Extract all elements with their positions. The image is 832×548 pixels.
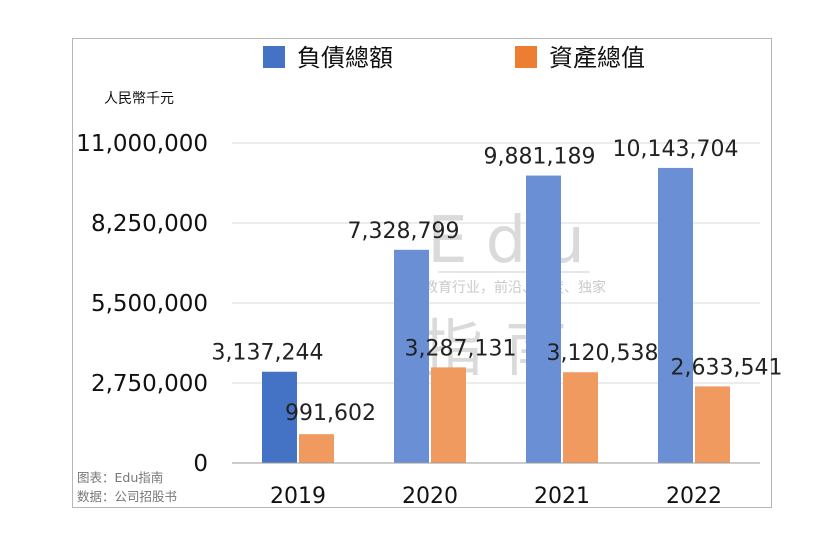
y-axis-ticks: 0 2,750,000 5,500,000 8,250,000 11,000,000 [76, 131, 208, 477]
legend-swatch-liabilities [263, 46, 285, 68]
data-label-liabilities-2020: 7,328,799 [348, 219, 460, 244]
watermark-tagline: 教育行业，前沿、深度、独家 [424, 279, 606, 296]
data-label-liabilities-2019: 3,137,244 [212, 341, 324, 366]
bar-assets-2019 [299, 434, 334, 463]
y-axis-unit: 人民幣千元 [104, 91, 174, 107]
x-tick-label-2020: 2020 [402, 484, 458, 509]
data-label-assets-2019: 991,602 [285, 401, 376, 426]
bar-liabilities-2021 [526, 175, 561, 463]
data-labels: 3,137,244 991,602 7,328,799 3,287,131 9,881,… [212, 137, 783, 426]
x-tick-label-2021: 2021 [534, 484, 590, 509]
y-tick-label: 0 [193, 451, 208, 477]
bar-liabilities-2022 [658, 167, 693, 463]
legend-swatch-assets [515, 46, 537, 68]
bar-assets-2020 [431, 367, 466, 463]
legend: 負債總額 資產總值 [263, 44, 645, 72]
credit-source-data: 数据：公司招股书 [77, 489, 177, 504]
bar-liabilities-2020 [394, 249, 429, 463]
bar-assets-2021 [563, 372, 598, 463]
bar-liabilities-2019 [262, 371, 297, 463]
chart-frame [72, 38, 772, 508]
data-label-assets-2021: 3,120,538 [547, 341, 659, 366]
bars [262, 167, 730, 463]
data-label-assets-2022: 2,633,541 [671, 355, 783, 380]
credit-source-chart: 图表：Edu指南 [77, 470, 163, 485]
data-label-liabilities-2022: 10,143,704 [613, 137, 739, 162]
bar-assets-2022 [695, 386, 730, 463]
x-tick-label-2019: 2019 [270, 484, 326, 509]
y-tick-label: 2,750,000 [91, 371, 208, 397]
legend-label-assets: 資產總值 [549, 44, 645, 72]
data-label-assets-2020: 3,287,131 [405, 336, 517, 361]
y-tick-label: 5,500,000 [91, 291, 208, 317]
legend-label-liabilities: 負債總額 [297, 44, 393, 72]
x-axis-ticks: 2019 2020 2021 2022 [270, 484, 722, 509]
data-label-liabilities-2021: 9,881,189 [484, 145, 596, 170]
y-tick-label: 8,250,000 [91, 211, 208, 237]
y-tick-label: 11,000,000 [76, 131, 208, 157]
x-tick-label-2022: 2022 [666, 484, 722, 509]
